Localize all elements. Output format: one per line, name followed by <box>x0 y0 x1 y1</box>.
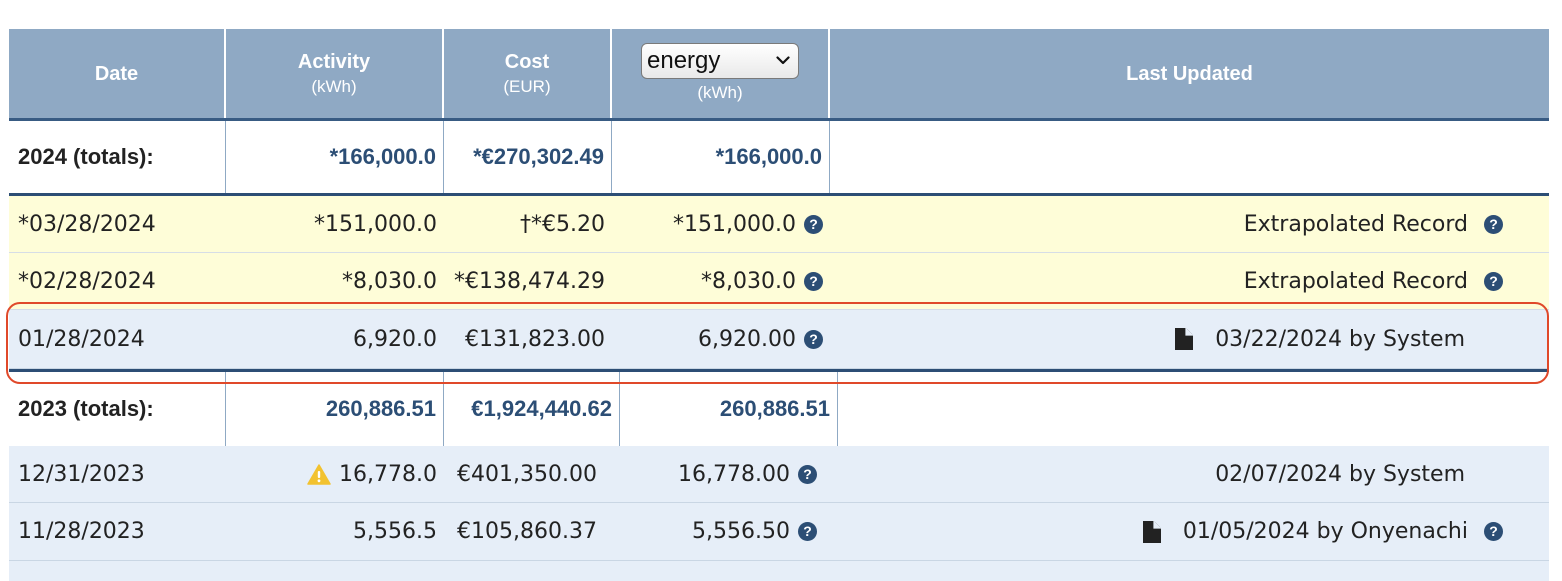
row-metric: 5,556.50 ? <box>612 503 830 560</box>
section-divider <box>9 193 1549 196</box>
column-header-date[interactable]: Date <box>9 29 226 118</box>
row-metric: *8,030.0 ? <box>612 253 830 309</box>
help-icon[interactable]: ? <box>798 464 817 484</box>
row-date: 01/28/2024 <box>18 326 145 352</box>
help-icon[interactable]: ? <box>804 214 823 234</box>
row-updated-text: Extrapolated Record <box>1243 268 1468 294</box>
row-updated: 02/07/2024 by System <box>1215 461 1465 487</box>
section-divider <box>9 369 1549 372</box>
column-header-activity[interactable]: Activity (kWh) <box>226 29 444 118</box>
row-date: 12/31/2023 <box>18 461 145 487</box>
row-activity: *151,000.0 <box>314 211 437 237</box>
row-date: *03/28/2024 <box>18 211 156 237</box>
totals-cost: €1,924,440.62 <box>444 372 620 446</box>
row-metric-value: 6,920.00 <box>698 326 796 352</box>
row-metric-value: *151,000.0 <box>673 211 796 237</box>
totals-label: 2023 (totals): <box>9 372 226 446</box>
row-cost: *€138,474.29 <box>454 268 605 294</box>
row-activity: *8,030.0 <box>342 268 437 294</box>
help-icon[interactable]: ? <box>804 271 823 291</box>
row-date: *02/28/2024 <box>18 268 156 294</box>
table-row-extrapolated[interactable]: *03/28/2024 *151,000.0 †*€5.20 *151,000.… <box>9 196 1549 253</box>
row-updated-text: 03/22/2024 by System <box>1215 326 1465 352</box>
totals-metric: *166,000.0 <box>612 121 830 193</box>
row-updated: 03/22/2024 by System <box>830 310 1549 368</box>
row-metric-value: *8,030.0 <box>701 268 796 294</box>
totals-row-2023: 2023 (totals): 260,886.51 €1,924,440.62 … <box>9 372 1549 446</box>
totals-updated <box>838 372 1549 446</box>
totals-metric: 260,886.51 <box>620 372 838 446</box>
column-header-cost[interactable]: Cost (EUR) <box>444 29 612 118</box>
row-updated: 01/05/2024 by Onyenachi ? <box>830 503 1549 560</box>
help-icon[interactable]: ? <box>1484 271 1503 291</box>
totals-updated <box>830 121 1549 193</box>
document-icon[interactable] <box>1175 328 1194 350</box>
totals-cost: *€270,302.49 <box>444 121 612 193</box>
row-activity: 16,778.0 <box>226 446 444 502</box>
totals-activity: 260,886.51 <box>226 372 444 446</box>
row-metric: *151,000.0 ? <box>612 196 830 252</box>
table-row-extrapolated[interactable]: *02/28/2024 *8,030.0 *€138,474.29 *8,030… <box>9 253 1549 310</box>
row-cost: †*€5.20 <box>520 211 605 237</box>
row-updated: Extrapolated Record ? <box>830 196 1549 252</box>
table-row[interactable]: 11/28/2023 5,556.5 €105,860.37 5,556.50 … <box>9 503 1549 561</box>
metric-select-value: energy <box>647 46 721 74</box>
row-cost: €105,860.37 <box>457 519 597 544</box>
totals-label: 2024 (totals): <box>9 121 226 193</box>
help-icon[interactable]: ? <box>1484 522 1503 541</box>
document-icon[interactable] <box>1142 520 1161 543</box>
row-updated-text: 01/05/2024 by Onyenachi <box>1182 519 1468 544</box>
row-metric-value: 5,556.50 <box>692 519 790 544</box>
table-row[interactable]: 01/28/2024 6,920.0 €131,823.00 6,920.00 … <box>9 310 1549 369</box>
warning-icon[interactable] <box>307 463 331 485</box>
table-row[interactable]: 12/31/2023 16,778.0 €401,350.00 16,778.0… <box>9 446 1549 503</box>
chevron-down-icon <box>776 56 790 65</box>
header-divider <box>9 118 1549 121</box>
row-date: 11/28/2023 <box>18 519 145 544</box>
row-cost: €131,823.00 <box>465 326 605 352</box>
row-metric: 6,920.00 ? <box>612 310 830 368</box>
totals-activity: *166,000.0 <box>226 121 444 193</box>
help-icon[interactable]: ? <box>1484 214 1503 234</box>
row-activity: 6,920.0 <box>353 326 437 352</box>
table-header: Date Activity (kWh) Cost (EUR) energy (k… <box>9 29 1549 118</box>
row-activity: 5,556.5 <box>353 519 437 544</box>
metric-select[interactable]: energy <box>641 42 799 79</box>
column-header-metric: energy (kWh) <box>612 29 830 118</box>
totals-row-2024: 2024 (totals): *166,000.0 *€270,302.49 *… <box>9 121 1549 193</box>
row-metric: 16,778.00 ? <box>612 446 830 502</box>
help-icon[interactable]: ? <box>798 522 817 541</box>
row-updated-text: Extrapolated Record <box>1243 211 1468 237</box>
table-row-partial <box>9 561 1549 581</box>
column-header-last-updated[interactable]: Last Updated <box>1126 62 1253 85</box>
row-metric-value: 16,778.00 <box>678 461 790 487</box>
row-cost: €401,350.00 <box>457 461 597 487</box>
row-activity-value: 16,778.0 <box>339 461 437 487</box>
row-updated: Extrapolated Record ? <box>830 253 1549 309</box>
help-icon[interactable]: ? <box>804 329 823 349</box>
